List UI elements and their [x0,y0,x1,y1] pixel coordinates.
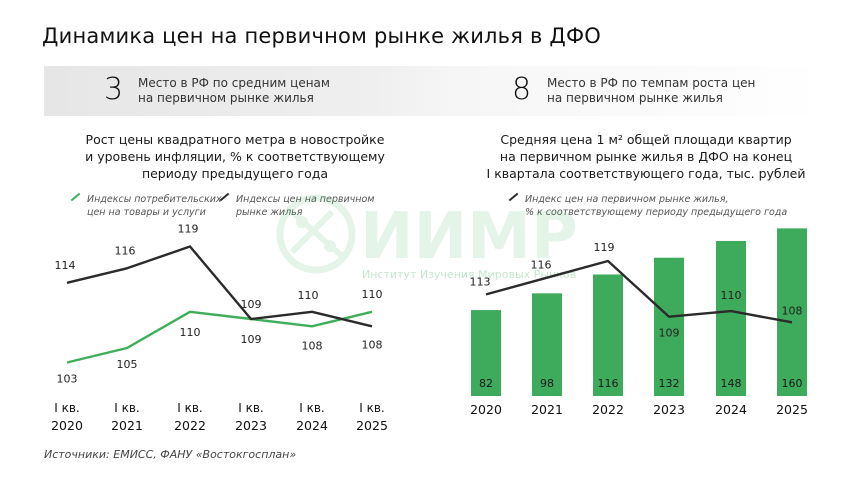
chart-title-line: Рост цены квадратного метра в новостройк… [85,132,385,147]
bar [593,274,623,396]
legend-text: рынке жилья [236,207,303,218]
bar [532,293,562,396]
x-tick-label: 2024 [296,418,328,433]
legend-housing-index: Индексы цен на первичном рынке жилья [219,192,389,219]
data-label: 116 [115,244,136,257]
x-tick-label: 2020 [51,418,83,433]
x-tick-label: I кв. [177,401,203,415]
bar-value-label: 160 [782,377,803,390]
data-label: 109 [241,333,262,346]
stat-line: Место в РФ по средним ценам [138,76,330,90]
bar-value-label: 98 [540,377,554,390]
data-label: 108 [302,339,323,352]
x-tick-label: 2025 [776,402,808,417]
line-value-label: 110 [721,289,742,302]
legend-cpi: Индексы потребительских цен на товары и … [70,192,230,219]
data-label: 105 [117,358,138,371]
stat-band-rank-price: 3 Место в РФ по средним ценам на первичн… [44,66,456,116]
chart-title-line: Средняя цена 1 м² общей площади квартир [500,132,792,147]
x-tick-label: I кв. [54,401,80,415]
right-chart-title: Средняя цена 1 м² общей площади квартир … [450,131,842,182]
x-tick-label: I кв. [114,401,140,415]
x-tick-label: 2023 [235,418,267,433]
stat-number: 8 [512,72,532,107]
data-label: 114 [55,259,76,272]
bar-value-label: 116 [598,377,619,390]
stat-line: Место в РФ по темпам роста цен [547,76,756,90]
data-label: 103 [57,373,78,386]
chart-title-line: и уровень инфляции, % к соответствующему [85,149,385,164]
watermark-text: ИИМР [360,200,578,274]
legend-housing-index-right: Индекс цен на первичном рынке жилья, % к… [508,192,808,219]
data-label: 109 [241,298,262,311]
series-line-housing [66,245,373,328]
bar [716,240,746,396]
series-line-cpi [66,310,373,364]
chart-title-line: на первичном рынке жилья в ДФО на конец [499,149,793,164]
bar [471,310,501,396]
bar-value-label: 132 [659,377,680,390]
data-label: 108 [362,338,383,351]
watermark-logo-icon [276,194,356,274]
page-title: Динамика цен на первичном рынке жилья в … [42,24,602,48]
x-tick-label: 2021 [111,418,143,433]
x-tick-label: 2022 [592,402,624,417]
x-tick-label: 2022 [174,418,206,433]
line-value-label: 116 [531,259,552,272]
stat-band-rank-growth: 8 Место в РФ по темпам роста цен на перв… [456,66,828,116]
legend-text: % к соответствующему периоду предыдущего… [525,207,788,218]
bar-value-label: 148 [721,377,742,390]
legend-text: Индексы цен на первичном [236,194,375,205]
x-tick-label: 2023 [653,402,685,417]
x-tick-label: I кв. [299,401,325,415]
x-tick-label: 2021 [531,402,563,417]
watermark-subtitle: Институт Изучения Мировых Рынков [362,268,576,281]
data-label: 110 [362,288,383,301]
series-line-housing-index [485,259,793,324]
line-value-label: 109 [659,327,680,340]
legend-text: Индекс цен на первичном рынке жилья, [525,194,729,205]
line-value-label: 108 [782,304,803,317]
x-tick-label: 2025 [356,418,388,433]
chart-title-line: периоду предыдущего года [141,166,329,181]
stat-line: на первичном рынке жилья [547,91,723,105]
x-tick-label: 2020 [470,402,502,417]
bar-value-label: 82 [479,377,493,390]
chart-title-line: I квартала соответствующего года, тыс. р… [486,166,806,181]
stat-number: 3 [104,72,124,107]
x-tick-label: I кв. [238,401,264,415]
line-value-label: 113 [470,275,491,288]
data-label: 119 [178,223,199,236]
stat-description: Место в РФ по средним ценам на первичном… [138,76,330,106]
x-tick-label: 2024 [715,402,747,417]
bar [777,228,807,396]
line-value-label: 119 [594,241,615,254]
stat-description: Место в РФ по темпам роста цен на первич… [547,76,755,106]
left-chart-title: Рост цены квадратного метра в новостройк… [40,131,430,182]
data-label: 110 [180,326,201,339]
legend-text: Индексы потребительских [87,194,222,205]
data-label: 110 [298,289,319,302]
stat-line: на первичном рынке жилья [138,91,314,105]
bar [654,257,684,396]
legend-text: цен на товары и услуги [87,207,206,218]
x-tick-label: I кв. [359,401,385,415]
sources-note: Источники: ЕМИСС, ФАНУ «Востокгосплан» [44,448,297,461]
